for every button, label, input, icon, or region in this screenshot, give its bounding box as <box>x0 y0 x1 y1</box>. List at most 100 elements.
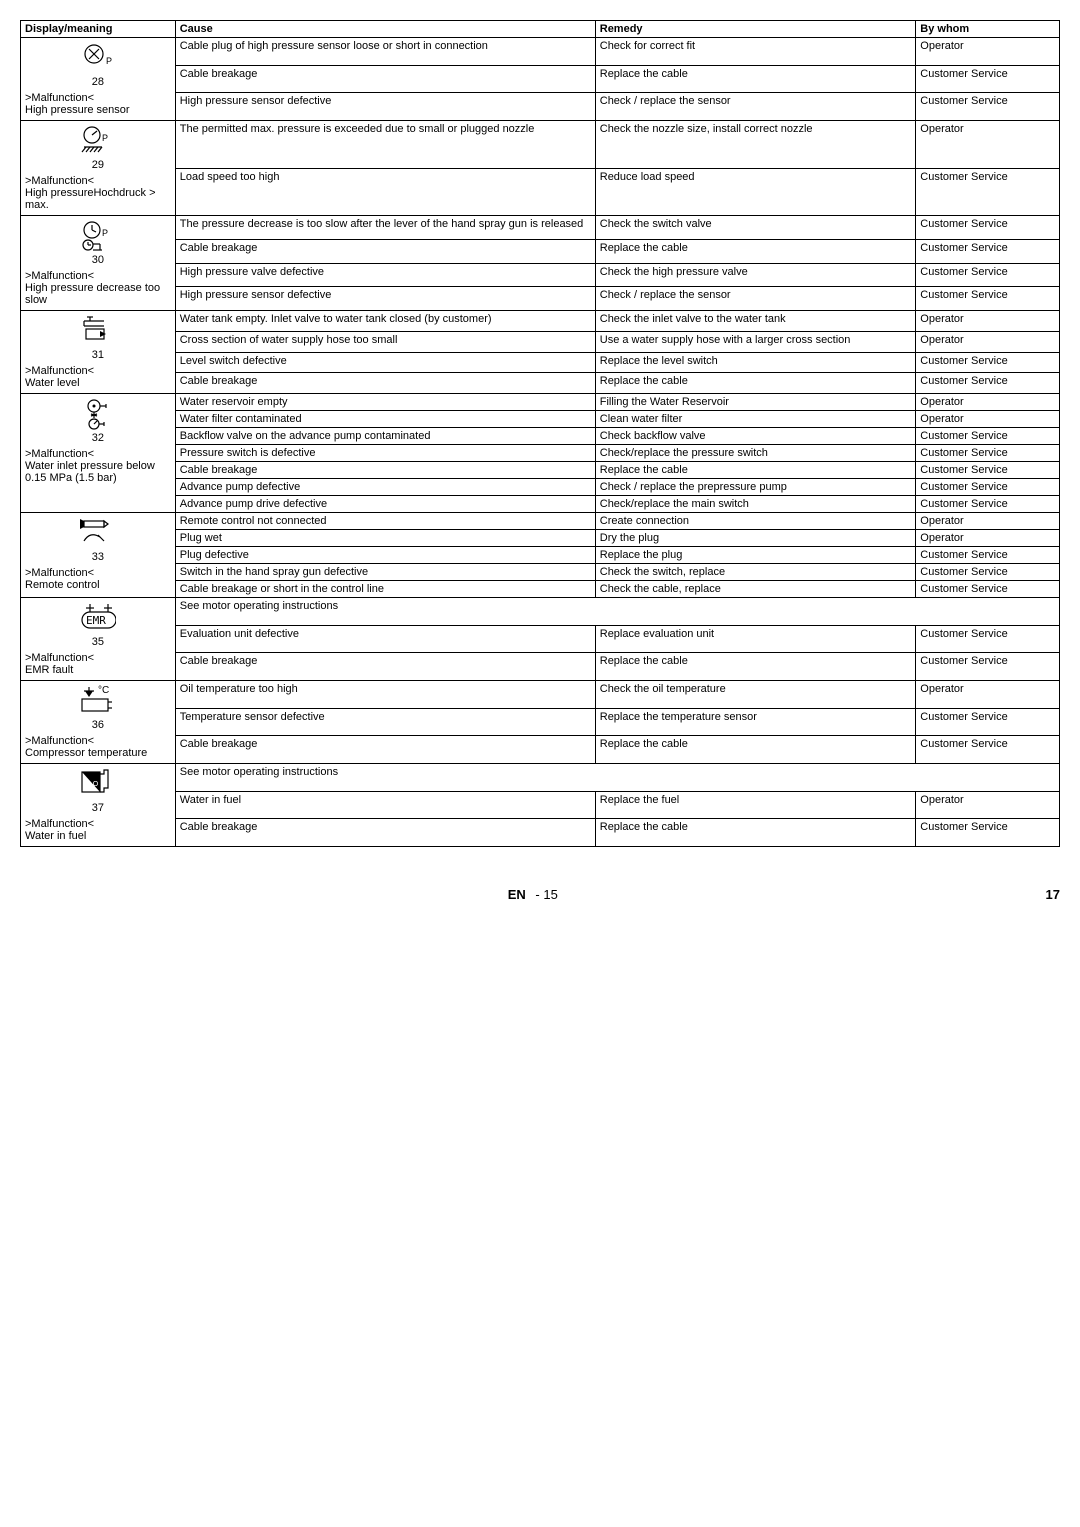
whom-cell: Operator <box>916 121 1060 169</box>
table-row: Plug wetDry the plugOperator <box>21 530 1060 547</box>
table-row: Cable breakageReplace the cableCustomer … <box>21 462 1060 479</box>
cause-cell: Plug defective <box>175 547 595 564</box>
table-row: Plug defectiveReplace the plugCustomer S… <box>21 547 1060 564</box>
table-row: Advance pump drive defectiveCheck/replac… <box>21 496 1060 513</box>
remedy-cell: Replace the cable <box>595 65 916 93</box>
svg-text:°C: °C <box>98 685 109 696</box>
display-cell: 32>Malfunction<Water inlet pressure belo… <box>21 394 176 513</box>
cause-cell: Load speed too high <box>175 168 595 216</box>
whom-cell: Customer Service <box>916 653 1060 681</box>
whom-cell: Customer Service <box>916 819 1060 847</box>
remedy-cell: Replace the level switch <box>595 352 916 373</box>
table-row: °C 36>Malfunction<Compressor temperature… <box>21 681 1060 709</box>
page-footer: EN - 15 17 <box>20 887 1060 902</box>
instructions-cell: See motor operating instructions <box>175 598 1059 626</box>
cause-cell: Evaluation unit defective <box>175 625 595 653</box>
whom-cell: Customer Service <box>916 352 1060 373</box>
display-cell: EMR 35 >Malfunction<EMR fault <box>21 598 176 681</box>
malfunction-text: >Malfunction<High pressureHochdruck > ma… <box>25 175 171 211</box>
table-row: Cable breakageReplace the cableCustomer … <box>21 819 1060 847</box>
cause-cell: High pressure sensor defective <box>175 93 595 121</box>
remedy-cell: Replace the fuel <box>595 791 916 819</box>
footer-lang: EN <box>508 887 526 902</box>
header-cause: Cause <box>175 21 595 38</box>
footer-center: EN - 15 <box>508 887 558 902</box>
table-row: Cable breakageReplace the cableCustomer … <box>21 239 1060 263</box>
cause-cell: Remote control not connected <box>175 513 595 530</box>
cause-cell: Cable breakage <box>175 819 595 847</box>
remedy-cell: Create connection <box>595 513 916 530</box>
cause-cell: Advance pump drive defective <box>175 496 595 513</box>
table-row: 31>Malfunction<Water levelWater tank emp… <box>21 311 1060 332</box>
remedy-cell: Dry the plug <box>595 530 916 547</box>
table-row: Cable breakageReplace the cableCustomer … <box>21 373 1060 394</box>
svg-text:EMR: EMR <box>86 614 106 627</box>
header-remedy: Remedy <box>595 21 916 38</box>
table-row: Water filter contaminatedClean water fil… <box>21 411 1060 428</box>
remedy-cell: Use a water supply hose with a larger cr… <box>595 331 916 352</box>
remedy-cell: Check the switch valve <box>595 216 916 240</box>
cause-cell: Cable breakage <box>175 373 595 394</box>
table-row: Advance pump defectiveCheck / replace th… <box>21 479 1060 496</box>
remedy-cell: Replace the temperature sensor <box>595 708 916 736</box>
malfunction-text: >Malfunction<Remote control <box>25 567 171 591</box>
table-row: Evaluation unit defectiveReplace evaluat… <box>21 625 1060 653</box>
remedy-cell: Replace evaluation unit <box>595 625 916 653</box>
whom-cell: Customer Service <box>916 168 1060 216</box>
whom-cell: Customer Service <box>916 263 1060 287</box>
whom-cell: Customer Service <box>916 547 1060 564</box>
whom-cell: Customer Service <box>916 479 1060 496</box>
table-row: 33>Malfunction<Remote controlRemote cont… <box>21 513 1060 530</box>
table-row: Pressure switch is defectiveCheck/replac… <box>21 445 1060 462</box>
table-row: P 30>Malfunction<High pressure decrease … <box>21 216 1060 240</box>
display-cell: P 29>Malfunction<High pressureHochdruck … <box>21 121 176 216</box>
remedy-cell: Check / replace the sensor <box>595 287 916 311</box>
whom-cell: Customer Service <box>916 239 1060 263</box>
whom-cell: Customer Service <box>916 496 1060 513</box>
remedy-cell: Check backflow valve <box>595 428 916 445</box>
table-row: High pressure sensor defectiveCheck / re… <box>21 93 1060 121</box>
cause-cell: Oil temperature too high <box>175 681 595 709</box>
remedy-cell: Reduce load speed <box>595 168 916 216</box>
display-cell: 31>Malfunction<Water level <box>21 311 176 394</box>
cause-cell: Advance pump defective <box>175 479 595 496</box>
table-row: Cross section of water supply hose too s… <box>21 331 1060 352</box>
icon-number: 29 <box>92 159 104 171</box>
icon-number: 28 <box>92 76 104 88</box>
remedy-cell: Check the high pressure valve <box>595 263 916 287</box>
svg-text:P: P <box>102 228 108 238</box>
whom-cell: Operator <box>916 681 1060 709</box>
table-row: Cable breakageReplace the cableCustomer … <box>21 736 1060 764</box>
remedy-cell: Replace the cable <box>595 736 916 764</box>
whom-cell: Customer Service <box>916 216 1060 240</box>
remedy-cell: Check/replace the main switch <box>595 496 916 513</box>
whom-cell: Customer Service <box>916 564 1060 581</box>
cause-cell: High pressure valve defective <box>175 263 595 287</box>
cause-cell: Cable breakage <box>175 462 595 479</box>
remedy-cell: Clean water filter <box>595 411 916 428</box>
icon-number: 35 <box>92 636 104 648</box>
malfunction-text: >Malfunction<EMR fault <box>25 652 171 676</box>
display-cell: 33>Malfunction<Remote control <box>21 513 176 598</box>
cause-cell: High pressure sensor defective <box>175 287 595 311</box>
table-row: Backflow valve on the advance pump conta… <box>21 428 1060 445</box>
whom-cell: Operator <box>916 38 1060 66</box>
malfunction-text: >Malfunction<High pressure decrease too … <box>25 270 171 306</box>
table-row: H₂O 37>Malfunction<Water in fuelSee moto… <box>21 764 1060 792</box>
svg-text:H₂O: H₂O <box>85 781 99 788</box>
table-row: Temperature sensor defectiveReplace the … <box>21 708 1060 736</box>
table-row: Level switch defectiveReplace the level … <box>21 352 1060 373</box>
whom-cell: Customer Service <box>916 708 1060 736</box>
remedy-cell: Replace the cable <box>595 462 916 479</box>
icon-number: 32 <box>92 432 104 444</box>
remedy-cell: Check the oil temperature <box>595 681 916 709</box>
table-row: Cable breakageReplace the cableCustomer … <box>21 653 1060 681</box>
table-row: Cable breakageReplace the cableCustomer … <box>21 65 1060 93</box>
whom-cell: Customer Service <box>916 65 1060 93</box>
remedy-cell: Filling the Water Reservoir <box>595 394 916 411</box>
cause-cell: Pressure switch is defective <box>175 445 595 462</box>
whom-cell: Customer Service <box>916 581 1060 598</box>
remedy-cell: Check for correct fit <box>595 38 916 66</box>
malfunction-text: >Malfunction<Water level <box>25 365 171 389</box>
instructions-cell: See motor operating instructions <box>175 764 1059 792</box>
